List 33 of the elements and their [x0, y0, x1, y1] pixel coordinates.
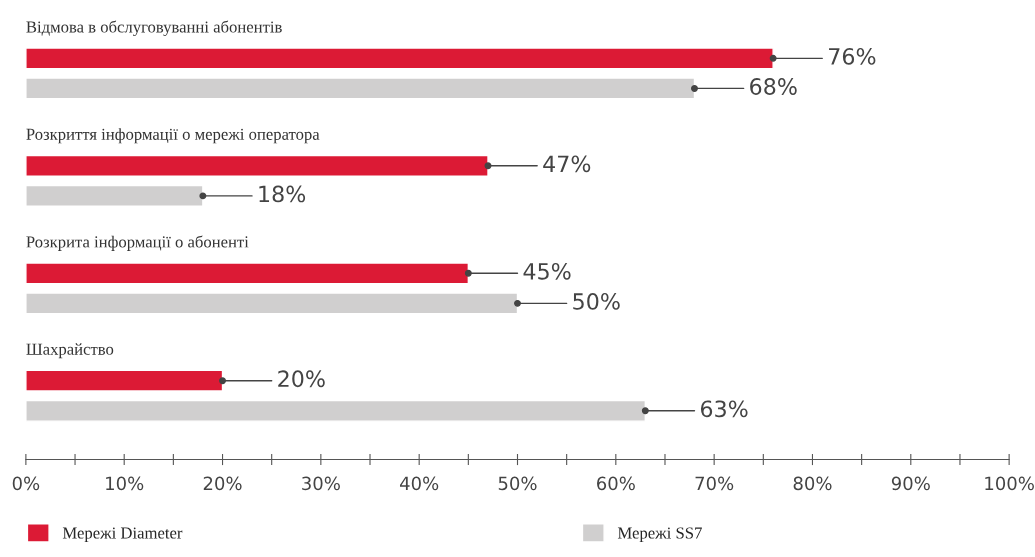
data-label: 63% [700, 400, 748, 418]
bar [25, 77, 696, 100]
x-tick-label: 50% [498, 476, 537, 491]
data-label: 47% [543, 155, 591, 173]
data-label: 50% [573, 292, 620, 310]
x-tick-label: 20% [203, 476, 242, 491]
y-tick-label: Шахрайство [26, 343, 114, 359]
bar [25, 369, 224, 392]
data-label: 18% [259, 185, 306, 203]
x-tick-label: 30% [302, 476, 340, 491]
bar [25, 184, 204, 207]
x-tick-label: 100% [985, 476, 1034, 491]
y-tick-label: Розкриття інформації о мережі оператора [26, 128, 320, 144]
x-tick-label: 70% [695, 476, 734, 491]
x-tick-label: 40% [399, 476, 439, 491]
data-label: 68% [750, 78, 797, 95]
data-label: 20% [278, 370, 325, 388]
x-tick-label: 10% [106, 476, 144, 491]
data-label: 76% [829, 47, 876, 65]
data-label: 45% [523, 262, 571, 280]
x-tick-label: 60% [597, 476, 635, 491]
y-tick-label: Відмова в обслуговуванні абонентів [26, 20, 282, 37]
bar [25, 262, 470, 285]
legend-label: Мережі Diameter [62, 527, 183, 542]
legend-label: Мережі SS7 [617, 527, 702, 542]
bar [25, 399, 647, 422]
bar [25, 47, 774, 70]
y-tick-label: Розкрита інформації о абоненті [26, 235, 249, 251]
bar [25, 292, 519, 315]
x-tick-label: 80% [793, 476, 832, 491]
x-tick-label: 0% [12, 476, 40, 491]
bar [25, 154, 489, 177]
x-tick-label: 90% [891, 476, 930, 491]
